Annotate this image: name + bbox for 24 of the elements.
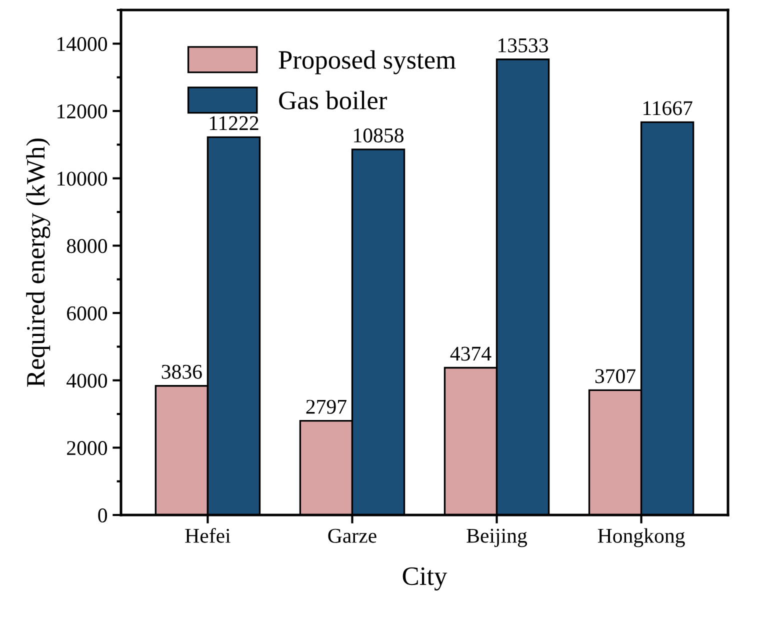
data-label: 2797 bbox=[306, 400, 346, 414]
y-axis-title: Required energy (kWh) bbox=[26, 138, 50, 387]
y-tick-label: 10000 bbox=[58, 172, 108, 186]
y-tick-label: 4000 bbox=[66, 374, 108, 388]
x-tick-label: Hongkong bbox=[598, 528, 685, 548]
data-label: 10858 bbox=[354, 128, 404, 142]
y-tick-label: 12000 bbox=[58, 104, 108, 118]
legend-label: Gas boiler bbox=[279, 90, 387, 110]
y-tick-label: 14000 bbox=[58, 37, 108, 52]
x-tick-label: Beijing bbox=[466, 528, 528, 548]
data-label: 11222 bbox=[210, 116, 258, 130]
y-tick-label: 0 bbox=[98, 508, 108, 522]
y-tick-label: 2000 bbox=[67, 441, 108, 456]
data-label: 3836 bbox=[162, 364, 202, 379]
data-label: 13533 bbox=[498, 38, 548, 52]
legend-label: Proposed system bbox=[278, 50, 456, 74]
y-tick-label: 8000 bbox=[66, 239, 108, 254]
data-label: 4374 bbox=[450, 346, 492, 361]
data-label: 3707 bbox=[595, 369, 636, 384]
data-label: 11667 bbox=[643, 101, 692, 116]
x-axis-title: City bbox=[402, 567, 448, 591]
y-tick-label: 6000 bbox=[67, 306, 108, 320]
x-tick-label: Hefei bbox=[185, 528, 230, 543]
x-tick-label: Garze bbox=[328, 528, 376, 543]
